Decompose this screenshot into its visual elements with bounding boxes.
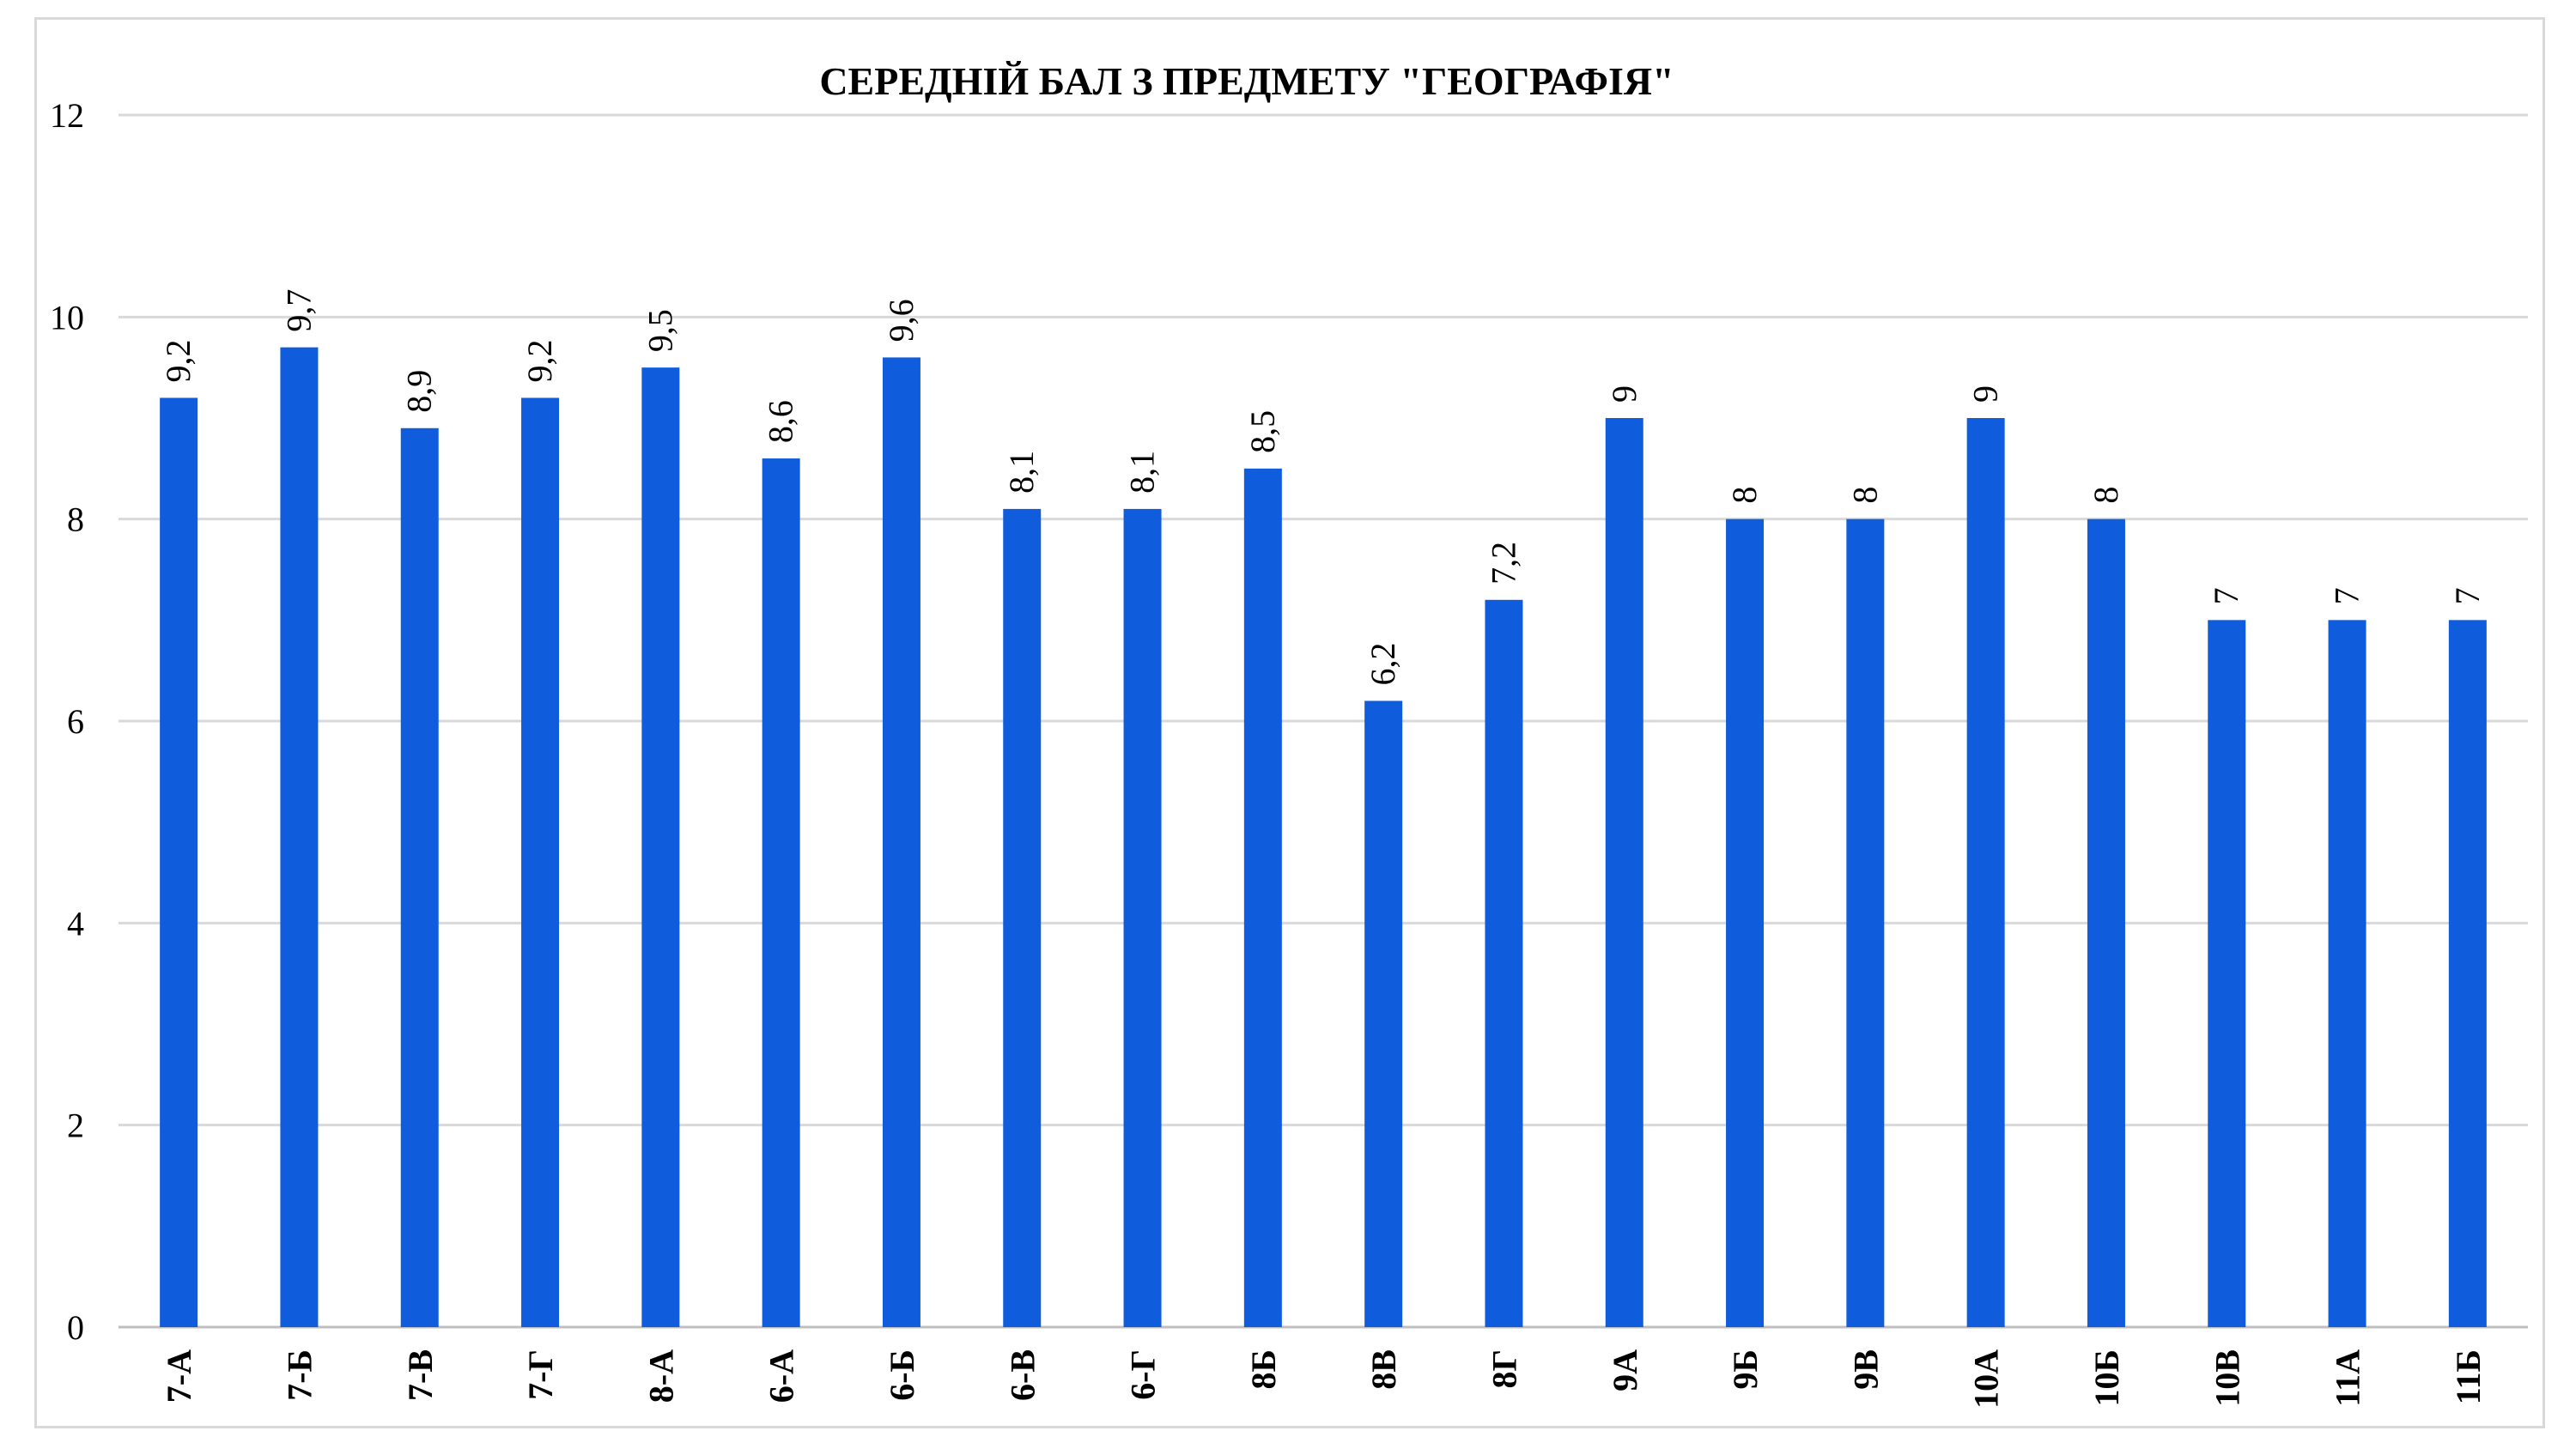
data-label: 8,1: [1002, 451, 1041, 494]
bar: [762, 458, 800, 1327]
bar: [1846, 518, 1885, 1327]
x-tick-label: 8Г: [1485, 1349, 1523, 1388]
bar: [521, 397, 560, 1327]
bar: [160, 397, 198, 1327]
x-tick-label: 8Б: [1244, 1349, 1283, 1389]
data-label: 9,5: [641, 309, 679, 352]
chart-title: СЕРЕДНІЙ БАЛ З ПРЕДМЕТУ "ГЕОГРАФІЯ": [819, 59, 1674, 103]
x-tick-label: 6-Г: [1124, 1349, 1163, 1400]
x-tick-label: 8В: [1364, 1349, 1403, 1390]
bar: [1123, 508, 1162, 1327]
x-tick-label: 9Б: [1726, 1349, 1765, 1389]
x-tick-label: 11Б: [2449, 1349, 2488, 1404]
data-label: 8,9: [400, 370, 439, 413]
chart-frame: [34, 17, 2545, 1428]
bar: [2208, 620, 2246, 1327]
bar: [1485, 599, 1523, 1327]
bar: [1003, 508, 1042, 1327]
x-tick-label: 7-А: [160, 1349, 198, 1403]
data-label: 9: [1966, 385, 2005, 403]
data-label: 8: [1725, 487, 1764, 504]
data-label: 9: [1605, 385, 1643, 403]
y-tick-label: 0: [67, 1308, 84, 1347]
y-tick-label: 2: [67, 1106, 84, 1145]
bar: [2328, 620, 2366, 1327]
x-tick-label: 9А: [1606, 1349, 1644, 1391]
x-tick-label: 6-В: [1003, 1349, 1042, 1401]
y-tick-label: 12: [50, 96, 84, 135]
bar: [280, 347, 319, 1328]
y-tick-label: 8: [67, 500, 84, 539]
data-label: 8,5: [1243, 410, 1282, 453]
bar: [1605, 418, 1643, 1327]
data-label: 7: [2328, 587, 2366, 604]
bar: [882, 357, 920, 1327]
bar: [2087, 518, 2125, 1327]
x-tick-label: 6-Б: [883, 1349, 921, 1401]
x-tick-label: 10А: [1967, 1349, 2006, 1409]
bar: [641, 367, 680, 1328]
data-label: 8: [2087, 487, 2125, 504]
x-tick-label: 7-Б: [280, 1349, 319, 1401]
data-label: 8,6: [762, 400, 800, 443]
bar: [1726, 518, 1765, 1327]
bar: [1364, 700, 1403, 1327]
data-label: 9,6: [882, 299, 920, 342]
x-tick-label: 7-Г: [521, 1349, 560, 1400]
data-label: 9,7: [279, 289, 318, 332]
y-tick-label: 10: [50, 298, 84, 336]
x-tick-label: 9В: [1846, 1349, 1885, 1390]
bar: [2448, 620, 2487, 1327]
x-tick-label: 7-В: [401, 1349, 440, 1401]
data-label: 9,2: [159, 339, 197, 382]
x-tick-label: 11А: [2329, 1349, 2367, 1407]
bar: [1243, 468, 1282, 1327]
data-label: 7,2: [1484, 542, 1522, 585]
data-label: 8,1: [1123, 451, 1162, 494]
y-tick-label: 6: [67, 702, 84, 741]
data-label: 6,2: [1364, 642, 1402, 685]
y-tick-label: 4: [67, 904, 84, 943]
x-tick-label: 6-А: [762, 1349, 801, 1403]
data-label: 7: [2207, 587, 2245, 604]
data-label: 7: [2448, 587, 2487, 604]
x-tick-label: 10В: [2208, 1349, 2246, 1407]
bar: [1966, 418, 2005, 1327]
data-label: 9,2: [520, 339, 559, 382]
bar: [400, 427, 439, 1328]
x-tick-label: 8-А: [641, 1349, 680, 1403]
data-label: 8: [1845, 487, 1884, 504]
x-tick-label: 10Б: [2087, 1349, 2126, 1406]
